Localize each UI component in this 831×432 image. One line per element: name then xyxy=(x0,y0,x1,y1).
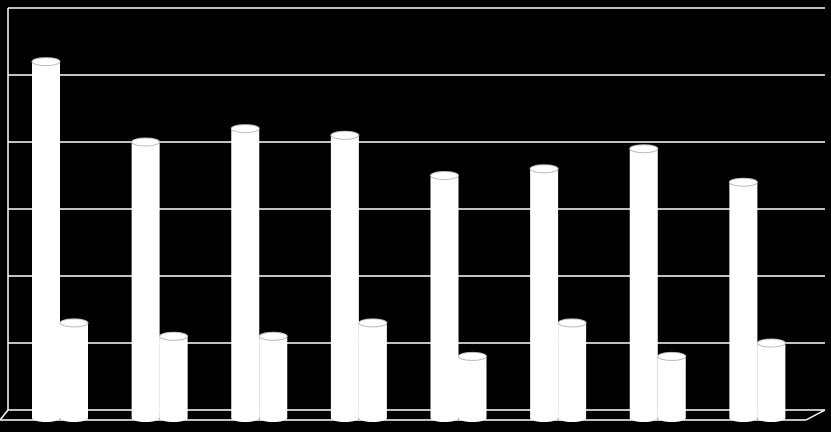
bar-top xyxy=(131,137,161,147)
bar-bottom xyxy=(729,414,758,422)
bar-bottom xyxy=(131,414,160,422)
bar-top xyxy=(31,57,61,67)
bar xyxy=(458,356,487,418)
bar-top xyxy=(657,351,687,361)
bar xyxy=(430,175,459,418)
bar xyxy=(358,322,387,418)
bar-bottom xyxy=(358,414,387,422)
bar xyxy=(131,142,160,418)
bar-top xyxy=(756,338,786,348)
bar-top xyxy=(629,144,659,154)
floor-side-edge xyxy=(805,409,826,421)
bar-bottom xyxy=(458,414,487,422)
bar-top xyxy=(159,331,189,341)
bar-top xyxy=(728,177,758,187)
bar-top xyxy=(258,331,288,341)
bar-bottom xyxy=(330,414,359,422)
bar-bottom xyxy=(657,414,686,422)
bar xyxy=(629,148,658,418)
bar-bottom xyxy=(558,414,587,422)
bar-top xyxy=(358,318,388,328)
bar-top xyxy=(557,318,587,328)
bar xyxy=(558,322,587,418)
bar-bottom xyxy=(60,414,88,422)
bar xyxy=(729,182,758,418)
bar xyxy=(259,336,288,418)
bar xyxy=(530,168,559,418)
bar-top xyxy=(430,171,459,180)
bar-top xyxy=(529,164,559,174)
bar-bottom xyxy=(530,414,559,422)
bar xyxy=(657,356,686,418)
bar-bottom xyxy=(231,414,260,422)
bar-top xyxy=(330,130,360,140)
bar-bottom xyxy=(159,414,188,422)
bar-bottom xyxy=(430,414,459,422)
bar xyxy=(330,135,359,419)
bar-bottom xyxy=(259,414,288,422)
bar-top xyxy=(458,351,487,361)
bar xyxy=(159,336,188,418)
bar xyxy=(757,343,786,418)
bar-bottom xyxy=(629,414,658,422)
floor-edge xyxy=(0,409,9,421)
bar-top xyxy=(59,318,89,328)
bar-bottom xyxy=(32,414,60,422)
bar xyxy=(32,61,60,418)
bar-top xyxy=(230,124,260,134)
bar-bottom xyxy=(757,414,786,422)
bar xyxy=(60,322,88,418)
bar xyxy=(231,128,260,418)
